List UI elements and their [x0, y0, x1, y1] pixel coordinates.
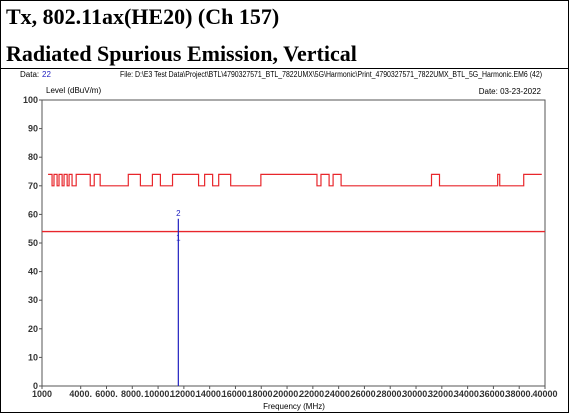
x-tick-label: 10000.	[144, 389, 172, 399]
x-tick-label: 4000.	[69, 389, 92, 399]
y-tick-label: 60	[28, 209, 38, 219]
x-tick-label: 8000.	[121, 389, 144, 399]
date: Date: 03-23-2022	[479, 87, 542, 96]
y-tick-label: 80	[28, 152, 38, 162]
y-tick-label: 50	[28, 238, 38, 248]
x-tick-label: 30000.	[402, 389, 430, 399]
marker-label: 1	[176, 233, 181, 242]
x-tick-label: 6000.	[95, 389, 118, 399]
y-tick-label: 70	[28, 181, 38, 191]
x-tick-label: 24000.	[325, 389, 353, 399]
x-tick-label: 20000.	[273, 389, 301, 399]
x-tick-label: 36000.	[480, 389, 508, 399]
trace	[48, 173, 542, 187]
data-value: 22	[42, 70, 51, 79]
x-tick-label: 22000.	[299, 389, 327, 399]
y-tick-label: 30	[28, 295, 38, 305]
x-axis-label: Frequency (MHz)	[263, 402, 325, 411]
x-tick-label: 40000	[532, 389, 557, 399]
x-tick-label: 28000.	[376, 389, 404, 399]
x-tick-label: 16000.	[222, 389, 250, 399]
y-tick-label: 0	[33, 381, 38, 391]
data-label: Data:	[20, 70, 39, 79]
y-tick-label: 90	[28, 124, 38, 134]
x-tick-label: 38000.	[505, 389, 533, 399]
x-tick-label: 18000.	[247, 389, 275, 399]
y-axis-label: Level (dBuV/m)	[46, 86, 101, 95]
subtitle: Radiated Spurious Emission, Vertical	[6, 41, 357, 66]
y-tick-label: 10	[28, 352, 38, 362]
frame	[0, 0, 569, 413]
title: Tx, 802.11ax(HE20) (Ch 157)	[6, 4, 279, 29]
x-tick-label: 12000.	[170, 389, 198, 399]
file-path: File: D:\E3 Test Data\Project\BTL\479032…	[120, 70, 542, 79]
x-tick-label: 1000	[32, 389, 52, 399]
y-tick-label: 20	[28, 324, 38, 334]
x-tick-label: 26000.	[351, 389, 379, 399]
y-tick-label: 40	[28, 267, 38, 277]
x-tick-label: 32000.	[428, 389, 456, 399]
y-tick-label: 100	[23, 95, 38, 105]
marker-label: 2	[176, 209, 181, 218]
x-tick-label: 34000.	[454, 389, 482, 399]
x-tick-label: 14000.	[196, 389, 224, 399]
